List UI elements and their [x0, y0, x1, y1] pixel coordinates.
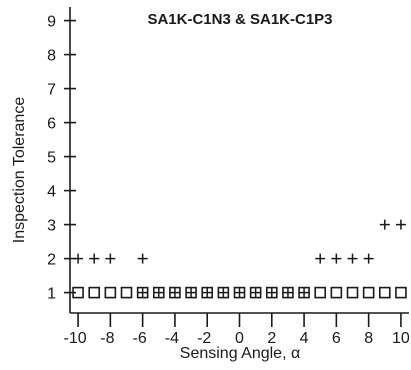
x-tick-label: 6 — [332, 330, 341, 347]
x-tick-label: 0 — [235, 330, 244, 347]
y-tick-label: 5 — [47, 150, 56, 167]
plus-point — [347, 253, 358, 264]
x-tick-label: -2 — [197, 330, 211, 347]
plus-point — [379, 219, 390, 230]
axes — [69, 7, 409, 314]
plus-point — [395, 219, 406, 230]
plus-point — [282, 287, 293, 298]
y-tick-label: 8 — [47, 48, 56, 65]
plus-point — [186, 287, 197, 298]
plus-point — [250, 287, 261, 298]
square-point — [88, 286, 101, 299]
plus-point — [299, 287, 310, 298]
square-point — [378, 286, 391, 299]
y-tick-label: 7 — [47, 82, 56, 99]
x-tick-label: -10 — [64, 330, 87, 347]
square-point — [395, 286, 407, 299]
plus-point — [234, 287, 245, 298]
square-point — [330, 286, 343, 299]
chart-title: SA1K-C1N3 & SA1K-C1P3 — [147, 11, 332, 28]
x-tick-label: -4 — [165, 330, 179, 347]
plus-point — [363, 253, 374, 264]
x-tick-label: 2 — [267, 330, 276, 347]
y-tick-label: 6 — [47, 116, 56, 133]
ticks: 1 2 3 4 5 6 7 8 9 -10 -8 -6 -4 -2 0 2 4 6 8 10 — [47, 14, 410, 347]
y-axis-title: Inspection Tolerance — [11, 97, 28, 244]
x-tick-label: 4 — [300, 330, 309, 347]
x-tick-label: 10 — [392, 330, 410, 347]
x-axis-title: Sensing Angle, α — [180, 345, 300, 362]
plus-point — [153, 287, 164, 298]
y-tick-label: 9 — [47, 14, 56, 31]
square-point — [72, 286, 84, 299]
plus-point — [73, 253, 84, 264]
plus-point — [137, 287, 148, 298]
y-tick-label: 2 — [47, 252, 56, 269]
plus-point — [218, 287, 229, 298]
square-point — [362, 286, 375, 299]
plus-point — [331, 253, 342, 264]
plus-point — [137, 253, 148, 264]
plus-point — [202, 287, 213, 298]
y-tick-label: 1 — [47, 286, 56, 303]
square-point — [120, 286, 133, 299]
square-point — [346, 286, 359, 299]
plus-point — [169, 287, 180, 298]
x-tick-label: -6 — [133, 330, 147, 347]
square-point — [314, 286, 327, 299]
y-tick-label: 3 — [47, 218, 56, 235]
marks — [72, 219, 407, 299]
plus-point — [105, 253, 116, 264]
plus-point — [315, 253, 326, 264]
plus-point — [266, 287, 277, 298]
x-tick-label: -8 — [100, 330, 114, 347]
square-point — [104, 286, 117, 299]
y-tick-label: 4 — [47, 184, 56, 201]
plus-point — [89, 253, 100, 264]
x-tick-label: 8 — [364, 330, 373, 347]
